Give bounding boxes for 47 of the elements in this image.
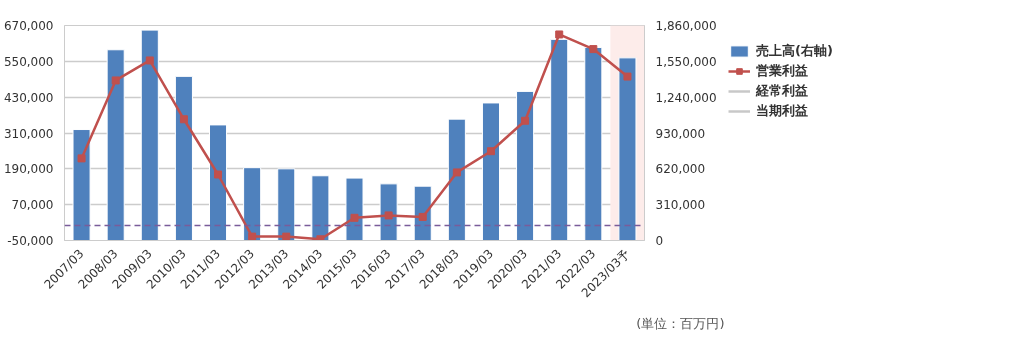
bar [209,124,228,241]
point [589,45,598,54]
point [77,154,86,163]
bar [72,129,91,241]
y-tick-label: 550,000 [3,54,54,69]
bar [277,168,296,241]
y-tick-label: 70,000 [11,198,54,213]
bar [447,118,466,241]
legend-label: 営業利益 [756,62,809,80]
point [179,115,188,124]
y2-tick-label: 310,000 [655,198,706,213]
y-tick-label: 670,000 [3,19,54,33]
y2-tick-label: 930,000 [655,126,706,141]
y2-tick-label: 1,550,000 [655,54,717,69]
bar [140,29,159,241]
point [486,147,495,156]
point [452,168,461,177]
y2-tick-label: 1,860,000 [655,19,717,33]
text: (単位：百万円) [636,315,725,331]
y-tick-label: -50,000 [7,234,54,248]
bar [311,175,330,241]
point [555,30,564,39]
y2-tick-label: 620,000 [655,162,706,177]
y2-tick-label: 1,240,000 [655,90,717,105]
bar [481,102,500,241]
legend-label: 当期利益 [756,102,809,120]
point [521,116,530,125]
bar [106,49,125,241]
legend-label: 売上高(右軸) [756,42,833,60]
y-tick-label: 190,000 [3,162,54,177]
y-tick-label: 310,000 [3,126,54,141]
point [623,72,632,81]
point [111,76,120,85]
y2-tick-label: 0 [655,234,664,248]
point [214,170,223,179]
bar [174,75,193,241]
point [418,212,427,221]
y-tick-label: 430,000 [3,90,54,105]
point [384,211,393,220]
bar [550,38,569,241]
point [350,213,359,222]
legend-label: 経常利益 [756,82,809,100]
point [248,232,257,241]
bar [584,46,603,241]
bar [516,90,535,241]
point [282,232,291,241]
point [145,56,154,65]
